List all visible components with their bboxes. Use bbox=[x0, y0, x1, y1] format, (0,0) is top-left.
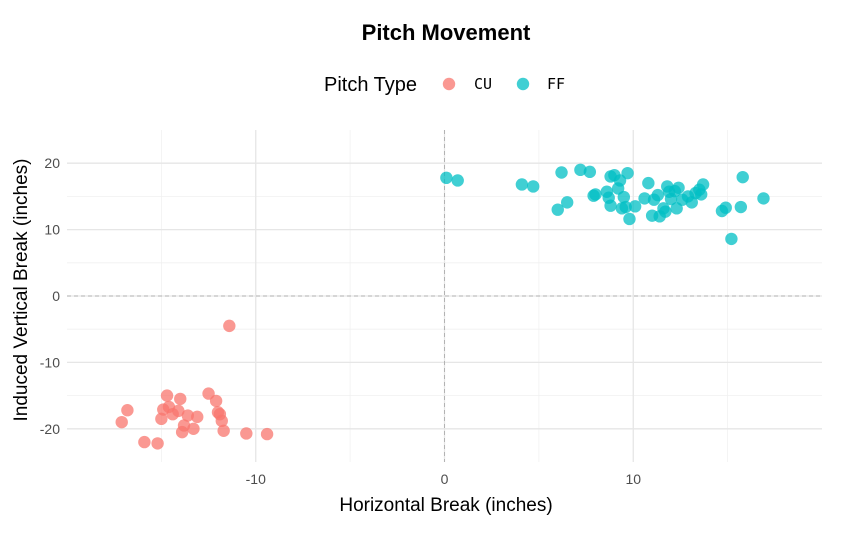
legend-key-cu bbox=[442, 77, 456, 91]
data-point-ff bbox=[551, 203, 564, 216]
data-point-ff bbox=[672, 181, 685, 194]
legend-label-cu: CU bbox=[474, 75, 492, 93]
data-point-ff bbox=[734, 200, 748, 214]
data-point-ff bbox=[515, 178, 529, 191]
data-point-cu bbox=[138, 435, 151, 449]
data-point-cu bbox=[115, 415, 128, 429]
x-tick-label: 10 bbox=[625, 471, 641, 487]
data-point-ff bbox=[527, 180, 540, 193]
data-point-cu bbox=[223, 319, 236, 333]
data-point-ff bbox=[736, 170, 749, 184]
data-point-ff bbox=[757, 192, 770, 205]
data-point-ff bbox=[583, 165, 597, 179]
x-tick-label: 0 bbox=[441, 471, 449, 487]
data-point-ff bbox=[642, 176, 655, 190]
data-point-cu bbox=[240, 427, 253, 440]
data-point-cu bbox=[209, 394, 223, 408]
data-point-ff bbox=[560, 196, 574, 209]
data-point-ff bbox=[685, 196, 698, 209]
data-point-ff bbox=[638, 192, 651, 205]
data-point-cu bbox=[151, 437, 164, 450]
data-point-cu bbox=[172, 404, 185, 418]
y-axis-title: Induced Vertical Break (inches) bbox=[11, 159, 32, 422]
legend-label-ff: FF bbox=[547, 75, 565, 93]
chart-title: Pitch Movement bbox=[362, 20, 531, 45]
data-point-cu bbox=[217, 424, 230, 437]
data-point-cu bbox=[177, 419, 191, 432]
data-point-ff bbox=[619, 200, 632, 214]
data-point-cu bbox=[121, 404, 134, 417]
data-point-ff bbox=[451, 174, 464, 187]
data-point-ff bbox=[623, 212, 636, 226]
data-point-ff bbox=[621, 166, 634, 180]
data-point-cu bbox=[174, 392, 187, 406]
legend-key-ff bbox=[516, 77, 530, 91]
data-point-cu bbox=[181, 409, 194, 422]
data-point-cu bbox=[155, 412, 168, 426]
y-tick-label: -10 bbox=[40, 354, 60, 370]
ticks-layer: -10 0 10 -20 -10 0 10 20 bbox=[40, 155, 641, 487]
legend-title: Pitch Type bbox=[324, 74, 417, 96]
points-layer bbox=[115, 163, 770, 450]
data-point-ff bbox=[725, 232, 738, 246]
x-tick-label: -10 bbox=[246, 471, 266, 487]
y-tick-label: -20 bbox=[40, 421, 60, 437]
data-point-cu bbox=[160, 389, 174, 402]
data-point-ff bbox=[696, 178, 710, 191]
data-point-ff bbox=[651, 188, 664, 202]
data-point-cu bbox=[260, 427, 274, 441]
data-point-ff bbox=[719, 201, 732, 214]
data-point-ff bbox=[574, 163, 587, 177]
data-point-cu bbox=[187, 422, 200, 435]
data-point-ff bbox=[440, 171, 453, 185]
legend: Pitch Type CU FF bbox=[324, 74, 565, 96]
y-tick-label: 0 bbox=[52, 288, 60, 304]
data-point-ff bbox=[604, 199, 617, 212]
data-point-ff bbox=[628, 200, 642, 213]
y-tick-label: 10 bbox=[44, 222, 60, 238]
data-point-ff bbox=[617, 190, 631, 204]
y-tick-label: 20 bbox=[44, 155, 60, 171]
data-point-cu bbox=[215, 414, 228, 428]
data-point-ff bbox=[659, 205, 672, 218]
data-point-cu bbox=[191, 410, 204, 424]
data-point-ff bbox=[555, 166, 568, 179]
data-point-ff bbox=[589, 188, 602, 201]
x-axis-title: Horizontal Break (inches) bbox=[339, 495, 552, 516]
data-point-ff bbox=[695, 188, 708, 201]
